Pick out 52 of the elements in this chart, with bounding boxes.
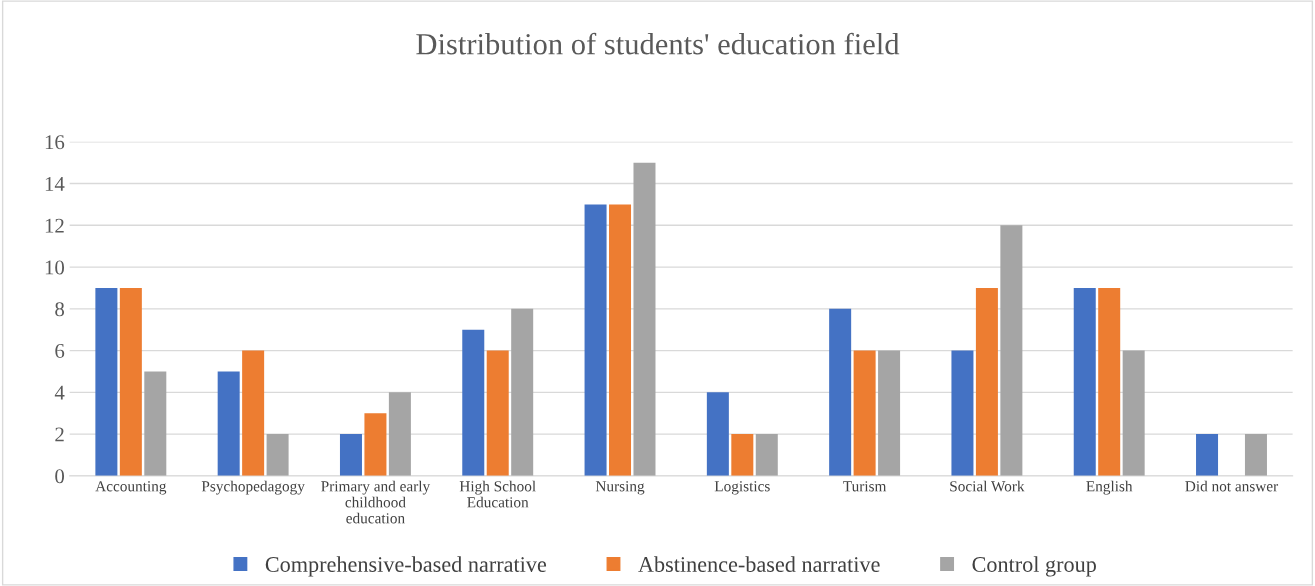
x-tick-label: Logistics xyxy=(714,481,770,495)
x-tick-label: Social Work xyxy=(950,480,1025,492)
y-tick-label: 8 xyxy=(55,302,65,317)
x-tick-label: Accounting xyxy=(95,481,167,495)
bar xyxy=(633,162,656,476)
bar xyxy=(242,350,265,476)
legend-label: Abstinence-based narrative xyxy=(638,556,880,572)
x-tick-label: Nursing xyxy=(595,481,645,495)
bar xyxy=(975,287,998,476)
bar xyxy=(1098,287,1121,476)
bar xyxy=(364,413,387,476)
y-tick-label: 2 xyxy=(55,427,64,442)
y-tick-label: 16 xyxy=(45,135,65,150)
x-tick-label: Did not answer xyxy=(1185,480,1279,492)
bar xyxy=(853,350,876,476)
bar xyxy=(486,350,509,476)
x-tick-label: English xyxy=(1086,480,1133,495)
legend-label: Comprehensive-based narrative xyxy=(265,556,547,577)
x-tick-label: Primary and early childhood education xyxy=(321,480,431,524)
bar xyxy=(584,204,607,476)
bar xyxy=(951,350,974,476)
x-tick-label: High School Education xyxy=(459,480,536,508)
bar xyxy=(1122,350,1145,476)
bar xyxy=(706,392,729,476)
y-tick-label: 12 xyxy=(45,218,64,233)
legend-label: Control group xyxy=(972,556,1096,577)
bar xyxy=(1073,287,1096,476)
bar xyxy=(829,308,852,476)
bar xyxy=(755,434,778,476)
bar xyxy=(144,371,167,476)
bar xyxy=(609,204,632,476)
bar xyxy=(119,287,142,476)
bar xyxy=(462,329,485,476)
bar xyxy=(266,434,289,476)
bar xyxy=(339,434,362,476)
bar xyxy=(217,371,240,476)
y-tick-label: 4 xyxy=(54,385,65,400)
bar xyxy=(1000,225,1023,476)
chart-title: Distribution of students' education field xyxy=(416,32,900,55)
bar xyxy=(1196,434,1219,476)
y-tick-label: 14 xyxy=(45,177,65,191)
bar xyxy=(511,308,534,476)
bar xyxy=(388,392,411,476)
bar xyxy=(878,350,901,476)
x-tick-label: Turism xyxy=(843,481,887,492)
y-tick-label: 10 xyxy=(45,260,65,275)
y-tick-label: 6 xyxy=(55,344,65,359)
bar xyxy=(731,434,754,476)
y-tick-label: 0 xyxy=(55,469,65,484)
bar xyxy=(1244,434,1267,476)
x-tick-label: Psychopedagogy xyxy=(201,480,305,495)
bar xyxy=(95,287,118,476)
